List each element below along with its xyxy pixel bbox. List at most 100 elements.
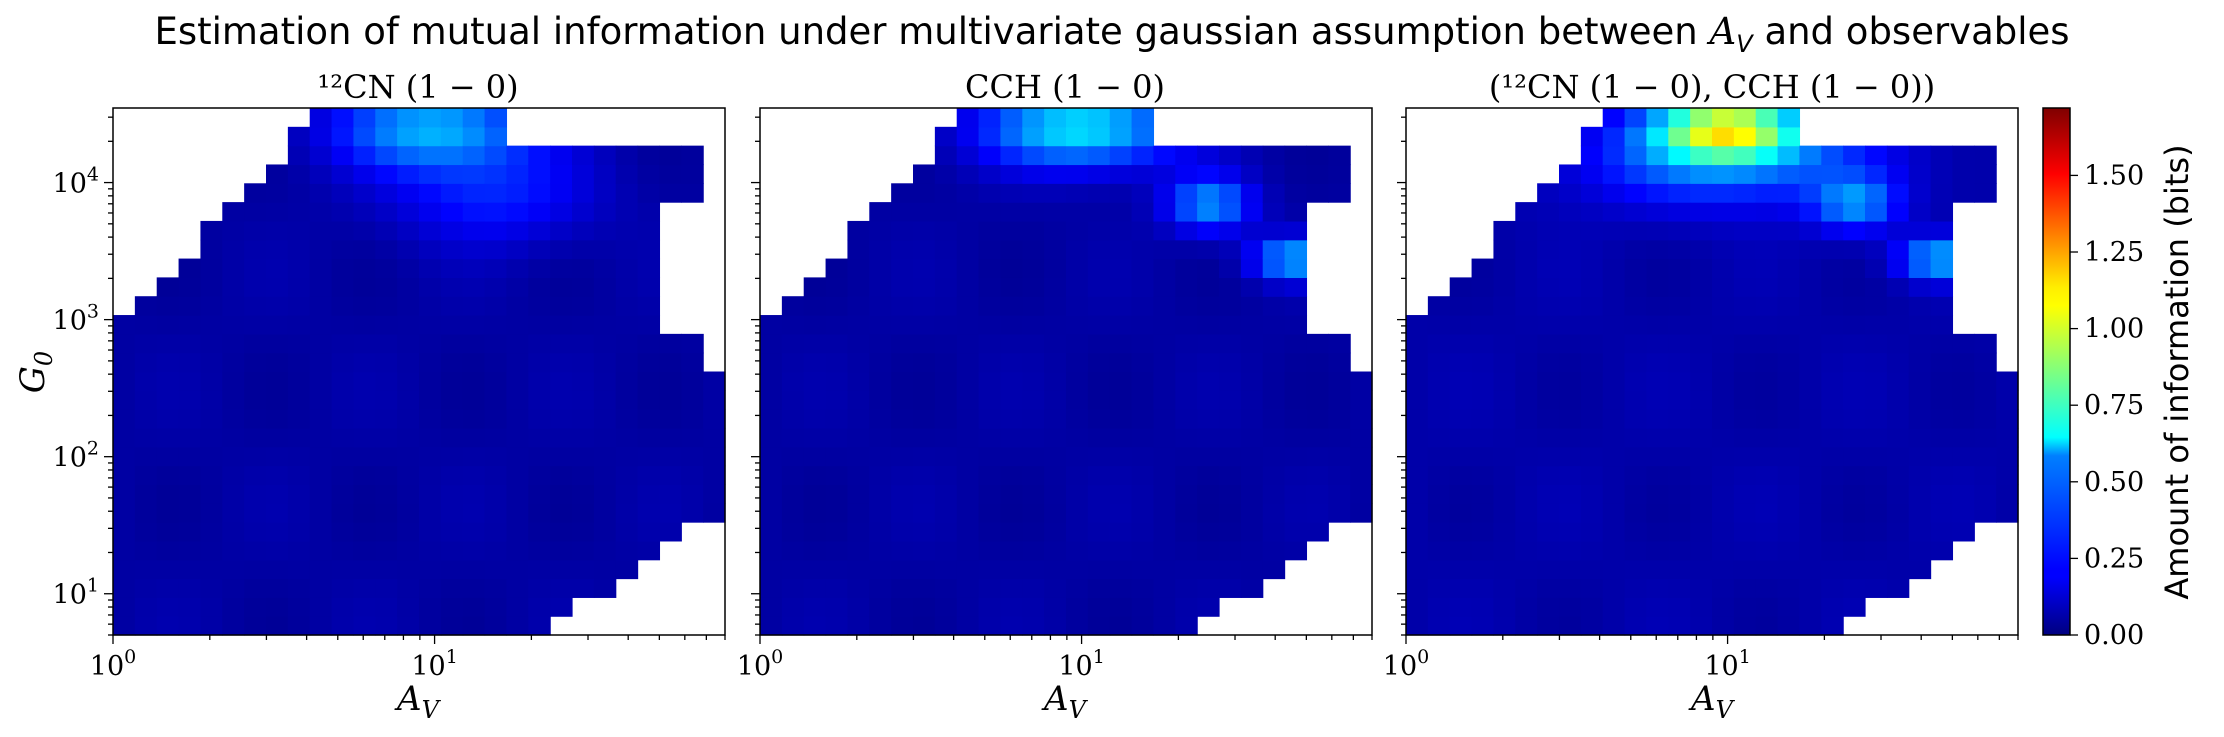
heatmap-cell bbox=[1821, 503, 1844, 523]
heatmap-cell bbox=[1908, 427, 1932, 448]
heatmap-cell bbox=[891, 258, 914, 278]
heatmap-cell bbox=[528, 164, 551, 184]
heatmap-cell bbox=[1350, 484, 1373, 504]
heatmap-cell bbox=[956, 559, 980, 580]
heatmap-cell bbox=[1131, 540, 1155, 561]
heatmap-cell bbox=[1493, 540, 1516, 561]
heatmap-cell bbox=[956, 597, 980, 617]
heatmap-cell bbox=[375, 296, 398, 316]
heatmap-cell bbox=[1755, 484, 1779, 504]
heatmap-cell bbox=[1022, 446, 1045, 467]
heatmap-cell bbox=[825, 315, 849, 335]
heatmap-cell bbox=[506, 145, 529, 166]
heatmap-cell bbox=[419, 202, 442, 222]
heatmap-cell bbox=[375, 108, 398, 128]
heatmap-cell bbox=[200, 446, 223, 467]
heatmap-cell bbox=[1131, 465, 1155, 486]
heatmap-cell bbox=[1777, 239, 1801, 260]
heatmap-cell bbox=[309, 616, 333, 636]
heatmap-cell bbox=[1515, 352, 1538, 373]
heatmap-cell bbox=[1733, 126, 1757, 147]
heatmap-cell bbox=[484, 522, 508, 542]
heatmap-cell bbox=[1624, 597, 1648, 617]
heatmap-cell bbox=[1930, 446, 1954, 467]
heatmap-cell bbox=[847, 465, 870, 486]
heatmap-cell bbox=[1646, 503, 1669, 523]
heatmap-cell bbox=[1602, 315, 1626, 335]
heatmap-cell bbox=[1821, 183, 1844, 203]
heatmap-cell bbox=[222, 202, 245, 222]
heatmap-cell bbox=[1044, 239, 1067, 260]
heatmap-cell bbox=[200, 239, 223, 260]
heatmap-cell bbox=[1044, 427, 1067, 448]
heatmap-cell bbox=[156, 371, 180, 391]
heatmap-cell bbox=[506, 616, 529, 636]
heatmap-cell bbox=[1449, 540, 1473, 561]
heatmap-cell bbox=[375, 578, 398, 598]
heatmap-cell bbox=[781, 371, 805, 391]
y-tick-label: 103 bbox=[53, 301, 99, 337]
heatmap-cell bbox=[1471, 578, 1495, 598]
heatmap-cell bbox=[1087, 352, 1111, 373]
heatmap-cell bbox=[1087, 371, 1111, 391]
heatmap-cell bbox=[1908, 183, 1932, 203]
heatmap-cell bbox=[1646, 390, 1669, 410]
heatmap-cell bbox=[615, 522, 639, 542]
heatmap-cell bbox=[287, 540, 311, 561]
heatmap-cell bbox=[1580, 484, 1604, 504]
heatmap-cell bbox=[1996, 409, 2019, 429]
heatmap-cell bbox=[1109, 503, 1133, 523]
heatmap-cell bbox=[1821, 465, 1844, 486]
heatmap-cell bbox=[1755, 277, 1779, 297]
heatmap-cell bbox=[1328, 409, 1351, 429]
heatmap-cell bbox=[440, 522, 464, 542]
heatmap-cell bbox=[1087, 258, 1111, 278]
heatmap-cell bbox=[222, 333, 245, 354]
heatmap-cell bbox=[781, 597, 805, 617]
heatmap-cell bbox=[593, 465, 617, 486]
heatmap-cell bbox=[266, 202, 289, 222]
heatmap-cell bbox=[1449, 446, 1473, 467]
heatmap-cell bbox=[1240, 296, 1264, 316]
heatmap-cell bbox=[1559, 183, 1582, 203]
heatmap-cell bbox=[1602, 465, 1626, 486]
heatmap-cell bbox=[419, 390, 442, 410]
heatmap-cell bbox=[375, 183, 398, 203]
heatmap-cell bbox=[1821, 616, 1844, 636]
heatmap-cell bbox=[1044, 578, 1067, 598]
heatmap-cell bbox=[528, 145, 551, 166]
heatmap-cell bbox=[1602, 427, 1626, 448]
heatmap-cell bbox=[1908, 390, 1932, 410]
heatmap-cell bbox=[550, 427, 573, 448]
heatmap-cell bbox=[506, 315, 529, 335]
heatmap-cell bbox=[1493, 277, 1516, 297]
panel-1-xlabel: AV bbox=[394, 679, 442, 724]
heatmap-cell bbox=[1306, 484, 1329, 504]
heatmap-cell bbox=[1559, 484, 1582, 504]
heatmap-cell bbox=[1197, 239, 1220, 260]
heatmap-cell bbox=[891, 183, 914, 203]
heatmap-cell bbox=[1733, 390, 1757, 410]
heatmap-cell bbox=[1974, 333, 1997, 354]
heatmap-cell bbox=[891, 465, 914, 486]
heatmap-cell bbox=[178, 597, 202, 617]
heatmap-cell bbox=[506, 597, 529, 617]
heatmap-cell bbox=[1197, 559, 1220, 580]
heatmap-cell bbox=[1427, 578, 1451, 598]
heatmap-cell bbox=[1197, 409, 1220, 429]
heatmap-cell bbox=[419, 333, 442, 354]
heatmap-cell bbox=[1131, 484, 1155, 504]
heatmap-cell bbox=[1843, 258, 1866, 278]
heatmap-cell bbox=[287, 465, 311, 486]
heatmap-cell bbox=[934, 597, 958, 617]
x-tick-label: 101 bbox=[1058, 646, 1104, 682]
heatmap-cell bbox=[1865, 427, 1888, 448]
heatmap-cell bbox=[528, 465, 551, 486]
heatmap-cell bbox=[200, 333, 223, 354]
heatmap-cell bbox=[1865, 484, 1888, 504]
heatmap-cell bbox=[397, 352, 420, 373]
heatmap-cell bbox=[1022, 183, 1045, 203]
heatmap-cell bbox=[1646, 183, 1669, 203]
heatmap-cell bbox=[1580, 446, 1604, 467]
